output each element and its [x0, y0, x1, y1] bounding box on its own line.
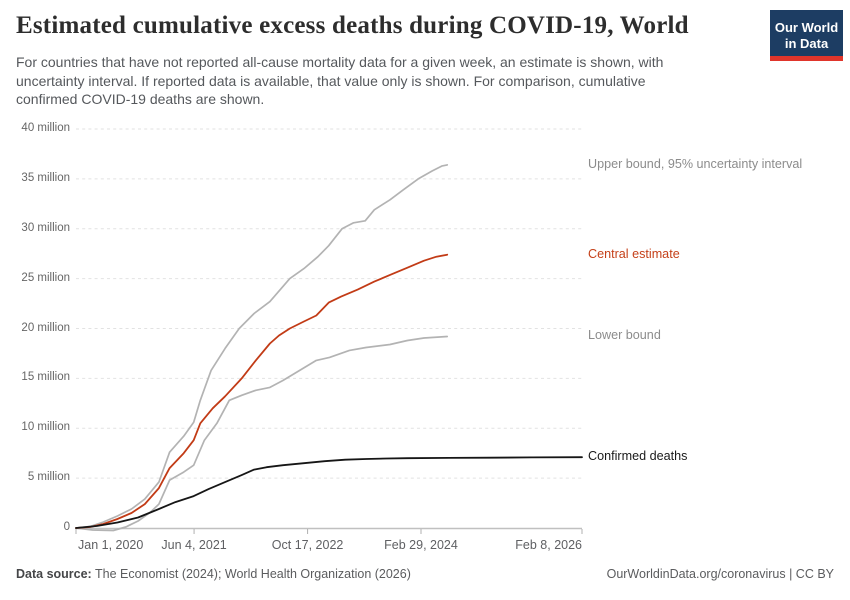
y-axis-tick-label: 0: [63, 521, 70, 533]
series-line-lower-bound: [75, 335, 449, 532]
owid-logo: Our World in Data: [770, 10, 843, 61]
x-axis-tick-label: Jun 4, 2021: [161, 538, 227, 552]
attribution-license-note: OurWorldinData.org/coronavirus | CC BY: [606, 567, 834, 581]
y-axis-tick-label: 30 million: [21, 221, 70, 234]
y-axis-tick-label: 15 million: [21, 371, 70, 384]
page-title: Estimated cumulative excess deaths durin…: [16, 12, 689, 39]
series-label-confirmed-deaths: Confirmed deaths: [588, 449, 688, 464]
owid-logo-red-stripe: [770, 56, 843, 61]
owid-logo-text-line1: Our World: [774, 19, 839, 35]
x-axis-tick-label: Feb 8, 2026: [515, 538, 582, 552]
series-label-central-estimate: Central estimate: [588, 246, 680, 261]
y-axis-tick-label: 10 million: [21, 421, 70, 434]
series-line-upper-bound-95-uncertainty-interval: [75, 164, 449, 529]
y-axis-tick-label: 20 million: [21, 321, 70, 334]
x-axis-tick-label: Feb 29, 2024: [384, 538, 458, 552]
series-label-lower-bound: Lower bound: [588, 328, 661, 343]
data-source-note: Data source: The Economist (2024); World…: [16, 567, 411, 581]
series-line-confirmed-deaths: [75, 456, 583, 529]
owid-logo-text-line2: in Data: [784, 35, 829, 51]
y-axis-tick-label: 35 million: [21, 171, 70, 184]
y-axis-tick-label: 40 million: [21, 122, 70, 134]
x-axis-tick-label: Oct 17, 2022: [271, 538, 344, 552]
page-subtitle: For countries that have not reported all…: [16, 54, 664, 108]
series-line-central-estimate: [75, 253, 449, 529]
y-axis-tick-label: 5 million: [27, 471, 70, 484]
series-label-upper-bound-95-uncertainty-interval: Upper bound, 95% uncertainty interval: [588, 156, 803, 171]
data-source-label: Data source:: [16, 567, 92, 581]
data-source-text: The Economist (2024); World Health Organ…: [91, 567, 411, 581]
y-axis-tick-label: 25 million: [21, 271, 70, 284]
x-axis-tick-label: Jan 1, 2020: [78, 538, 144, 552]
